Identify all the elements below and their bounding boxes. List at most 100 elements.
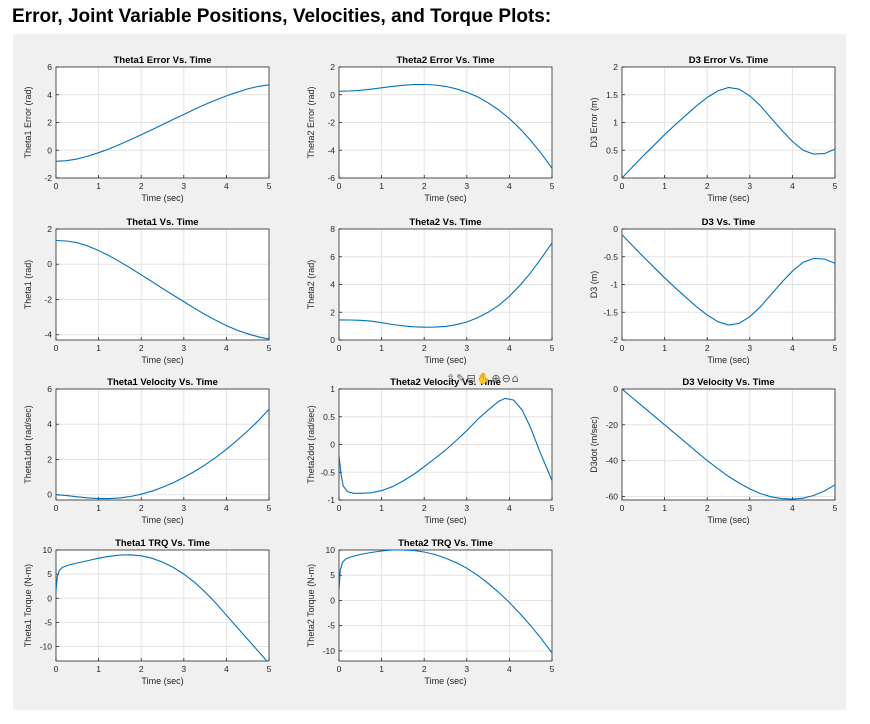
data-line	[56, 84, 269, 162]
x-tick-label: 1	[379, 664, 384, 674]
x-tick-label: 2	[705, 343, 710, 353]
x-tick-label: 0	[337, 664, 342, 674]
x-tick-label: 5	[550, 664, 555, 674]
y-axis-label: Theta1 Torque (N-m)	[23, 564, 33, 647]
x-tick-label: 4	[507, 181, 512, 191]
y-axis-label: Theta2 Error (rad)	[306, 86, 316, 158]
plot-area	[622, 389, 835, 500]
x-tick-label: 0	[620, 503, 625, 513]
y-axis-label: Theta1 (rad)	[23, 260, 33, 310]
chart-theta2-vel: 0 1 2 3 4 5 -1 -0.5 0 0.5 1 Theta2 Velocity Vs. Tim…	[306, 377, 555, 525]
figure-panel: 0 1 2 3 4 5 -2 0 2 4 6 Theta1 Error Vs. Time Time (s…	[13, 34, 846, 710]
y-tick-label: -40	[606, 456, 619, 466]
x-axis-label: Time (sec)	[141, 355, 183, 365]
y-tick-label: -10	[40, 642, 53, 652]
y-tick-label: 0.5	[606, 145, 618, 155]
x-tick-label: 1	[96, 343, 101, 353]
y-tick-label: 2	[47, 118, 52, 128]
data-line	[339, 397, 552, 494]
y-tick-label: -0.5	[320, 467, 335, 477]
y-tick-label: 4	[47, 419, 52, 429]
data-line	[622, 234, 835, 326]
data-line	[339, 83, 552, 169]
y-tick-label: 0	[47, 490, 52, 500]
x-tick-label: 4	[224, 664, 229, 674]
y-tick-label: 1	[613, 118, 618, 128]
x-axis-label: Time (sec)	[424, 355, 466, 365]
x-axis-label: Time (sec)	[141, 515, 183, 525]
x-tick-label: 5	[833, 343, 838, 353]
y-tick-label: -2	[44, 294, 52, 304]
y-axis-label: Theta1dot (rad/sec)	[23, 405, 33, 484]
y-tick-label: 2	[330, 62, 335, 72]
data-line	[56, 554, 268, 661]
y-tick-label: 0	[330, 90, 335, 100]
y-axis-label: Theta2 Torque (N-m)	[306, 564, 316, 647]
y-tick-label: -2	[610, 335, 618, 345]
x-tick-label: 1	[379, 503, 384, 513]
y-axis-label: Theta1 Error (rad)	[23, 86, 33, 158]
x-tick-label: 3	[747, 343, 752, 353]
home-icon[interactable]: ⌂	[511, 372, 519, 385]
export-icon[interactable]: ⇪	[446, 372, 456, 385]
y-tick-label: -2	[44, 173, 52, 183]
zoom-out-icon[interactable]: ⊖	[501, 372, 511, 385]
x-tick-label: 3	[464, 503, 469, 513]
x-tick-label: 1	[662, 181, 667, 191]
y-tick-label: 5	[330, 570, 335, 580]
y-tick-label: -1	[327, 495, 335, 505]
x-tick-label: 5	[833, 181, 838, 191]
x-tick-label: 3	[464, 343, 469, 353]
x-tick-label: 1	[662, 343, 667, 353]
chart-title: D3 Vs. Time	[702, 217, 756, 228]
x-tick-label: 2	[422, 503, 427, 513]
x-axis-label: Time (sec)	[424, 515, 466, 525]
chart-title: Theta1 TRQ Vs. Time	[115, 538, 210, 549]
chart-d3-pos: 0 1 2 3 4 5 -2 -1.5 -1 -0.5 0 D3 Vs. Time Time (sec)…	[589, 217, 838, 365]
datatip-icon[interactable]: ⊟	[466, 372, 476, 385]
chart-theta1-pos: 0 1 2 3 4 5 -4 -2 0 2 Theta1 Vs. Time Time (sec) The…	[23, 217, 272, 365]
x-tick-label: 1	[96, 181, 101, 191]
x-tick-label: 1	[662, 503, 667, 513]
axes-box	[621, 388, 836, 501]
x-tick-label: 4	[790, 181, 795, 191]
chart-title: Theta2 Vs. Time	[409, 217, 481, 228]
y-tick-label: 0	[330, 440, 335, 450]
y-tick-label: 10	[326, 545, 336, 555]
x-tick-label: 0	[54, 343, 59, 353]
zoom-in-icon[interactable]: ⊕	[491, 372, 501, 385]
x-tick-label: 5	[550, 503, 555, 513]
y-tick-label: 0	[47, 259, 52, 269]
y-tick-label: 0	[613, 384, 618, 394]
brush-icon[interactable]: ✎	[456, 372, 466, 385]
x-axis-label: Time (sec)	[141, 676, 183, 686]
chart-title: Theta1 Velocity Vs. Time	[107, 377, 218, 388]
y-tick-label: 10	[43, 545, 53, 555]
x-axis-label: Time (sec)	[424, 193, 466, 203]
chart-title: Theta1 Vs. Time	[126, 217, 198, 228]
chart-d3-vel: 0 1 2 3 4 5 -60 -40 -20 0 D3 Velocity Vs. Time Time…	[589, 377, 838, 525]
y-axis-label: D3dot (m/sec)	[589, 416, 599, 473]
x-tick-label: 2	[422, 664, 427, 674]
x-tick-label: 5	[550, 181, 555, 191]
y-tick-label: -1	[610, 280, 618, 290]
y-tick-label: -5	[327, 621, 335, 631]
y-tick-label: 0	[613, 224, 618, 234]
chart-title: Theta2 TRQ Vs. Time	[398, 538, 493, 549]
y-tick-label: -60	[606, 491, 619, 501]
chart-theta1-vel: 0 1 2 3 4 5 0 2 4 6 Theta1 Velocity Vs. Time Time (…	[23, 377, 272, 525]
pan-icon[interactable]: ✋	[476, 372, 491, 385]
x-axis-label: Time (sec)	[141, 193, 183, 203]
y-tick-label: -10	[323, 646, 336, 656]
x-tick-label: 5	[267, 664, 272, 674]
chart-title: Theta2 Velocity Vs. Time	[390, 377, 501, 388]
x-tick-label: 2	[705, 181, 710, 191]
x-tick-label: 2	[422, 343, 427, 353]
x-tick-label: 3	[464, 181, 469, 191]
x-tick-label: 4	[224, 503, 229, 513]
chart-title: D3 Velocity Vs. Time	[682, 377, 774, 388]
x-tick-label: 1	[96, 664, 101, 674]
x-tick-label: 4	[224, 181, 229, 191]
x-tick-label: 0	[620, 343, 625, 353]
